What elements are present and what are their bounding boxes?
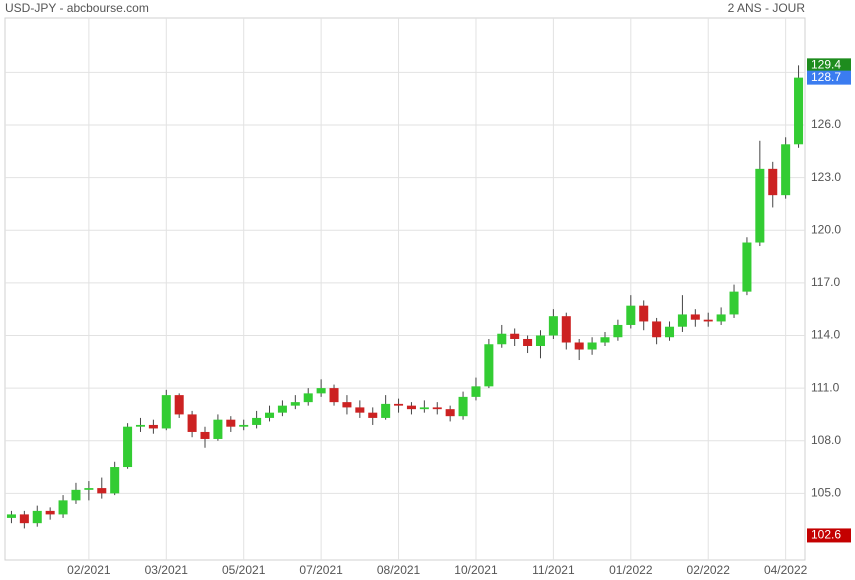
candle-body	[406, 405, 416, 410]
candle-body	[252, 417, 262, 425]
candle-body	[187, 414, 197, 432]
candle-body	[626, 305, 636, 325]
candle-body	[510, 333, 520, 339]
candle-body	[794, 77, 804, 145]
candle-body	[497, 333, 507, 345]
candle-body	[561, 316, 571, 343]
candle-body	[226, 419, 236, 427]
candle-body	[71, 489, 81, 501]
candle-body	[574, 342, 584, 350]
candle-body	[548, 316, 558, 336]
candle-body	[355, 407, 365, 413]
candle-body	[381, 403, 391, 418]
x-tick-label: 01/2022	[609, 563, 653, 577]
y-tick-label: 117.0	[811, 275, 840, 289]
candle-body	[742, 242, 752, 292]
candle-body	[535, 335, 545, 347]
candle-body	[458, 396, 468, 417]
candle-body	[110, 467, 120, 494]
candle-body	[19, 514, 29, 524]
candle-body	[84, 488, 94, 490]
y-tick-label: 126.0	[811, 117, 841, 131]
y-tick-label: 123.0	[811, 170, 841, 184]
candle-body	[368, 412, 378, 418]
candle-body	[600, 337, 610, 343]
y-tick-label: 120.0	[811, 222, 841, 236]
candle-body	[148, 424, 158, 429]
x-tick-label: 11/2021	[532, 563, 575, 577]
chart-subtitle: 2 ANS - JOUR	[728, 1, 806, 15]
candle-body	[471, 386, 481, 397]
candle-body	[587, 342, 597, 350]
candle-body	[123, 426, 133, 468]
candle-body	[781, 144, 791, 196]
candle-body	[265, 412, 275, 418]
x-tick-label: 02/2022	[687, 563, 731, 577]
candle-body	[703, 319, 713, 322]
chart-title: USD-JPY - abcbourse.com	[5, 1, 149, 15]
candle-body	[613, 324, 623, 338]
candle-body	[316, 388, 326, 394]
x-tick-label: 10/2021	[454, 563, 498, 577]
candle-body	[523, 338, 533, 347]
candle-body	[690, 314, 700, 320]
x-tick-label: 08/2021	[377, 563, 421, 577]
candle-body	[665, 326, 675, 338]
candle-body	[445, 409, 455, 417]
candle-body	[290, 402, 300, 406]
plot-frame	[4, 17, 806, 561]
candle-body	[303, 393, 313, 403]
candle-body	[32, 510, 42, 524]
candle-body	[342, 402, 352, 408]
candle-body	[768, 168, 778, 196]
candle-body	[135, 424, 145, 427]
y-tick-label: 105.0	[811, 486, 841, 500]
candle-body	[239, 424, 249, 427]
x-tick-label: 07/2021	[299, 563, 343, 577]
x-tick-label: 05/2021	[222, 563, 266, 577]
candle-body	[419, 407, 429, 410]
candle-body	[394, 403, 404, 406]
candle-body	[58, 500, 68, 515]
candle-body	[484, 344, 494, 387]
candle-body	[200, 431, 210, 439]
price-badge-label: 102.6	[811, 528, 841, 542]
candle-body	[45, 510, 55, 515]
candle-body	[432, 407, 442, 410]
x-tick-label: 03/2021	[145, 563, 189, 577]
candle-body	[755, 168, 765, 243]
y-tick-label: 108.0	[811, 433, 841, 447]
candle-body	[277, 405, 287, 413]
price-badge	[807, 70, 851, 85]
candle-body	[174, 395, 184, 415]
candle-body	[213, 419, 223, 439]
x-tick-label: 02/2021	[67, 563, 111, 577]
price-badge	[807, 58, 851, 73]
y-tick-label: 114.0	[811, 328, 840, 342]
candle-body	[6, 514, 16, 518]
candle-body	[716, 314, 726, 322]
x-tick-label: 04/2022	[764, 563, 808, 577]
candle-body	[729, 291, 739, 315]
candle-body	[97, 488, 107, 494]
candle-body	[652, 321, 662, 338]
candle-body	[677, 314, 687, 327]
candle-body	[161, 395, 171, 429]
price-badge	[807, 528, 851, 543]
price-badge-label: 129.4	[811, 58, 841, 72]
candle-body	[639, 305, 649, 322]
price-badge-label: 128.7	[811, 70, 841, 84]
y-tick-label: 111.0	[811, 380, 840, 394]
candle-body	[329, 388, 339, 403]
